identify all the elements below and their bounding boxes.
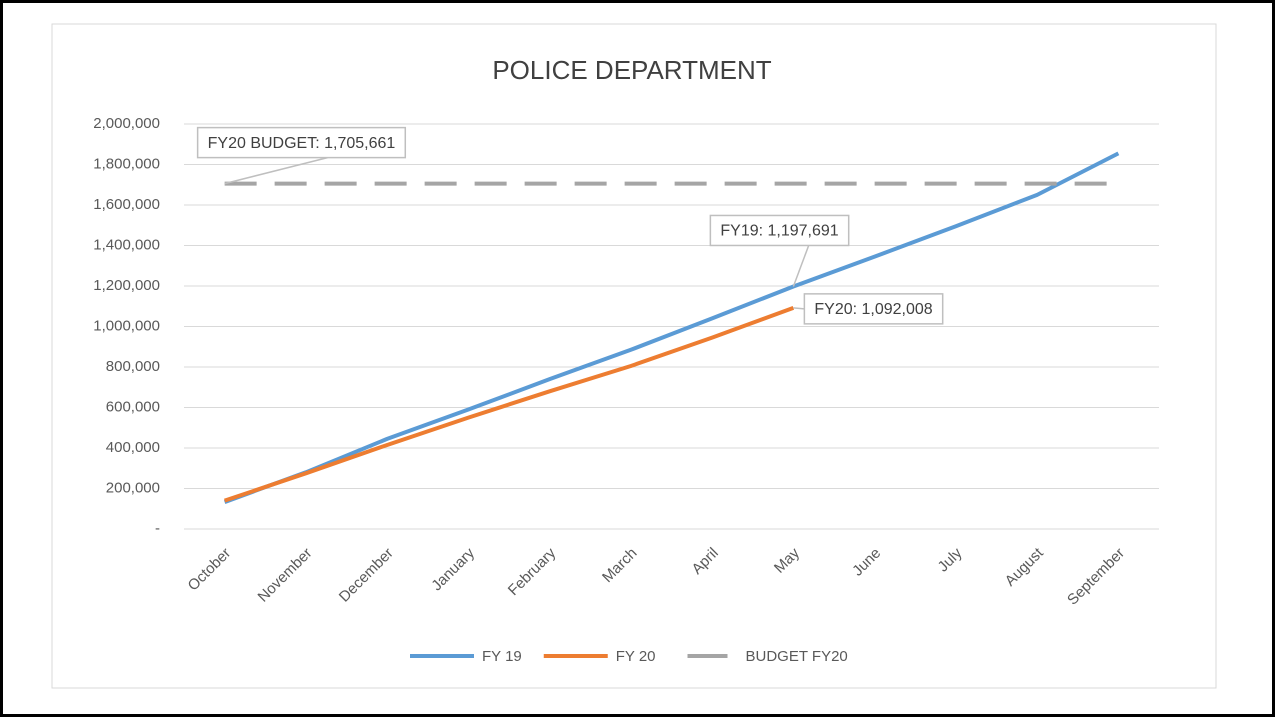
legend-label: FY 19 [482, 648, 522, 665]
callout-box [196, 126, 407, 159]
legend-label: BUDGET FY20 [746, 648, 848, 665]
callout-leader [224, 156, 328, 185]
callout: FY19: 1,197,691 [709, 214, 850, 287]
y-tick-label: 200,000 [106, 479, 160, 496]
chart-title: POLICE DEPARTMENT [492, 55, 771, 85]
data-label: FY20: 1,092,008 [814, 301, 932, 318]
y-tick-label: - [155, 520, 160, 537]
callout-box [709, 214, 850, 247]
callout: FY20: 1,092,008 [793, 293, 944, 325]
y-tick-label: 2,000,000 [93, 115, 160, 132]
callout-box [803, 293, 944, 325]
series-line [223, 305, 795, 503]
y-tick-label: 1,000,000 [93, 317, 160, 334]
y-tick-label: 800,000 [106, 358, 160, 375]
callout: FY20 BUDGET: 1,705,661 [196, 126, 407, 185]
y-tick-label: 1,400,000 [93, 236, 160, 253]
callout-leader [793, 307, 805, 310]
data-label: FY19: 1,197,691 [720, 223, 838, 240]
y-tick-label: 400,000 [106, 439, 160, 456]
y-tick-label: 600,000 [106, 398, 160, 415]
y-tick-label: 1,200,000 [93, 277, 160, 294]
data-label: FY20 BUDGET: 1,705,661 [208, 135, 396, 152]
callout-leader [792, 245, 810, 287]
series-line [223, 151, 1120, 504]
y-tick-label: 1,600,000 [93, 196, 160, 213]
y-tick-label: 1,800,000 [93, 155, 160, 172]
legend-label: FY 20 [616, 648, 656, 665]
